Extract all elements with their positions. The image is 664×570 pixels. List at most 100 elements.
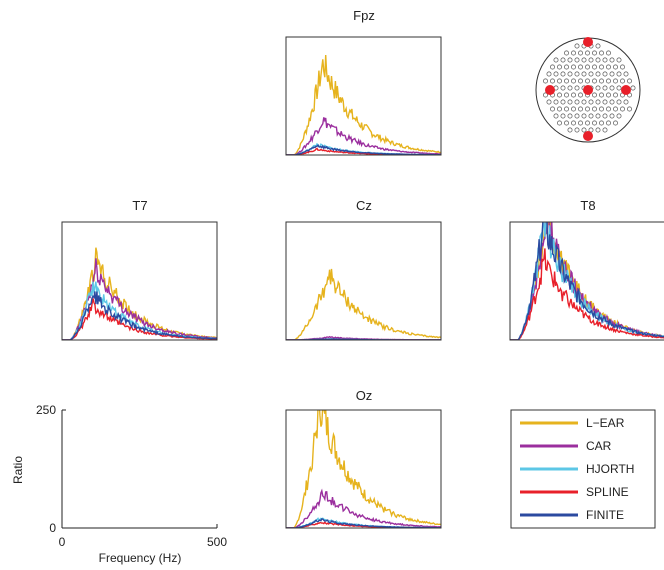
electrode-dot: [581, 99, 587, 105]
electrode-dot: [595, 85, 601, 91]
electrode-dot: [574, 99, 580, 105]
series-line-t7-car: [62, 258, 217, 340]
electrode-dot: [571, 92, 576, 98]
electrode-dot: [606, 50, 611, 56]
electrode-dot: [557, 64, 562, 70]
x-axis-label: Frequency (Hz): [99, 551, 182, 565]
panel-title-fpz: Fpz: [353, 8, 375, 23]
xtick-label-500: 500: [207, 535, 227, 549]
panel-title-t7: T7: [132, 198, 147, 213]
electrode-dot: [595, 113, 601, 119]
electrode-dot: [560, 99, 566, 105]
electrode-dot: [592, 50, 597, 56]
ytick-label-250: 250: [36, 403, 56, 417]
electrode-dot: [546, 99, 552, 105]
legend-label-l-ear: L−EAR: [586, 416, 625, 430]
electrode-dot: [581, 71, 587, 77]
electrode-dot: [581, 127, 587, 133]
electrode-dot: [620, 64, 625, 70]
electrode-dot: [599, 120, 604, 126]
electrode-dot: [595, 99, 601, 105]
electrode-dot: [602, 113, 608, 119]
panel-fpz: [286, 54, 441, 155]
electrode-dot: [550, 78, 555, 84]
electrode-dot: [581, 57, 587, 63]
electrode-dot: [602, 57, 608, 63]
electrode-dot: [557, 106, 562, 112]
panel-oz: [286, 410, 441, 528]
electrode-dot: [578, 120, 583, 126]
electrode-dot: [606, 92, 611, 98]
electrode-dot: [599, 78, 604, 84]
electrode-dot: [571, 106, 576, 112]
electrode-dot: [592, 92, 597, 98]
legend-label-hjorth: HJORTH: [586, 462, 634, 476]
electrode-dot: [623, 71, 629, 77]
electrode-dot: [599, 64, 604, 70]
frame-t8: [509, 221, 664, 341]
electrode-head-map: [535, 37, 641, 143]
electrode-dot: [557, 92, 562, 98]
electrode-dot: [623, 99, 629, 105]
electrode-dot: [574, 85, 580, 91]
electrode-dot: [627, 78, 632, 84]
electrode-dot: [567, 99, 573, 105]
electrode-cz-marker: [583, 85, 593, 95]
electrode-dot: [567, 57, 573, 63]
frame-fpz: [285, 36, 442, 156]
electrode-dot: [627, 106, 632, 112]
electrode-dot: [588, 71, 594, 77]
electrode-dot: [567, 85, 573, 91]
panel-t7: [62, 247, 217, 340]
series-line-fpz-lear: [286, 54, 441, 155]
electrode-dot: [616, 99, 622, 105]
electrode-dot: [578, 92, 583, 98]
electrode-dot: [613, 92, 618, 98]
series-line-t8-car: [510, 222, 664, 340]
electrode-dot: [613, 106, 618, 112]
electrode-dot: [616, 57, 622, 63]
electrode-dot: [613, 78, 618, 84]
electrode-dot: [574, 71, 580, 77]
series-line-t8-finite: [510, 222, 664, 340]
ytick-label-0: 0: [49, 521, 56, 535]
electrode-dot: [571, 120, 576, 126]
electrode-t8-marker: [621, 85, 631, 95]
electrode-dot: [553, 57, 559, 63]
electrode-dot: [543, 78, 548, 84]
electrode-dot: [585, 106, 590, 112]
electrode-dot: [616, 71, 622, 77]
electrode-dot: [609, 57, 615, 63]
electrode-dot: [564, 106, 569, 112]
panel-t8: [510, 222, 664, 340]
electrode-dot: [609, 85, 615, 91]
electrode-dot: [599, 106, 604, 112]
electrode-dot: [557, 78, 562, 84]
electrode-fpz-marker: [583, 37, 593, 47]
electrode-dot: [578, 50, 583, 56]
electrode-dot: [585, 78, 590, 84]
electrode-dot: [571, 64, 576, 70]
electrode-dot: [592, 64, 597, 70]
electrode-dot: [609, 113, 615, 119]
electrode-dot: [581, 113, 587, 119]
electrode-dot: [578, 64, 583, 70]
electrode-dot: [602, 71, 608, 77]
electrode-oz-marker: [583, 131, 593, 141]
electrode-dot: [595, 43, 601, 49]
electrode-dot: [595, 127, 601, 133]
series-line-cz-lear: [286, 268, 441, 340]
electrode-dot: [620, 78, 625, 84]
electrode-dot: [560, 57, 566, 63]
electrode-dot: [560, 71, 566, 77]
electrode-dot: [543, 92, 548, 98]
series-line-t7-finite: [62, 291, 217, 340]
legend-box: [510, 409, 656, 529]
electrode-dot: [599, 50, 604, 56]
electrode-dot: [609, 99, 615, 105]
electrode-dot: [574, 43, 580, 49]
series-line-oz-lear: [286, 410, 441, 528]
electrode-dot: [602, 99, 608, 105]
electrode-dot: [609, 71, 615, 77]
